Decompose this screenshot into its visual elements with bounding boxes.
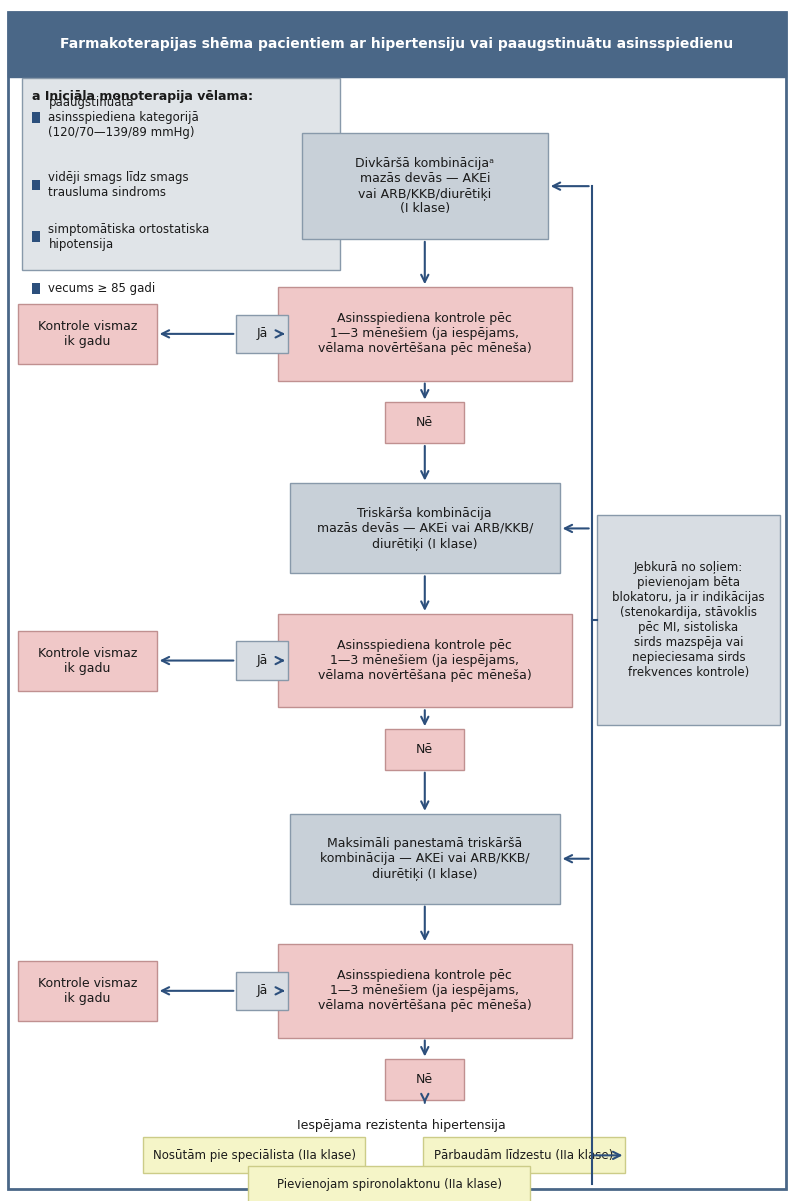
Text: Kontrole vismaz
ik gadu: Kontrole vismaz ik gadu [37,976,137,1005]
FancyBboxPatch shape [8,12,786,77]
FancyBboxPatch shape [18,631,156,691]
FancyBboxPatch shape [248,1166,530,1201]
Text: paaugstinuāta
asinsspiediena kategorijā
(120/70—139/89 mmHg): paaugstinuāta asinsspiediena kategorijā … [48,96,199,139]
FancyBboxPatch shape [18,304,156,364]
Text: Nē: Nē [416,1074,434,1086]
FancyBboxPatch shape [32,282,40,293]
Text: Kontrole vismaz
ik gadu: Kontrole vismaz ik gadu [37,646,137,675]
Text: Kontrole vismaz
ik gadu: Kontrole vismaz ik gadu [37,319,137,348]
Text: Asinsspiediena kontrole pēc
1—3 mēnešiem (ja iespējams,
vēlama novērtēšana pēc m: Asinsspiediena kontrole pēc 1—3 mēnešiem… [318,312,532,355]
Text: vidēji smags līdz smags
trausluma sindroms: vidēji smags līdz smags trausluma sindro… [48,171,189,199]
FancyBboxPatch shape [290,483,560,573]
FancyBboxPatch shape [278,287,572,381]
Text: Pārbaudām līdzestu (IIa klase): Pārbaudām līdzestu (IIa klase) [434,1149,614,1161]
Text: Iespējama rezistenta hipertensija: Iespējama rezistenta hipertensija [297,1119,505,1131]
FancyBboxPatch shape [18,961,156,1021]
FancyBboxPatch shape [385,1059,464,1100]
FancyBboxPatch shape [278,614,572,707]
FancyBboxPatch shape [385,402,464,443]
Text: Jā: Jā [256,985,268,997]
Text: Nē: Nē [416,743,434,755]
Text: Divkāršā kombinācijaᵃ
mazās devās — AKEi
vai ARB/KKB/diurētiķi
(I klase): Divkāršā kombinācijaᵃ mazās devās — AKEi… [355,157,495,215]
Text: a Iniciāla monoterapija vēlama:: a Iniciāla monoterapija vēlama: [32,90,252,103]
Text: vecums ≥ 85 gadi: vecums ≥ 85 gadi [48,282,156,294]
FancyBboxPatch shape [143,1137,365,1173]
Text: Jā: Jā [256,655,268,667]
Text: Nē: Nē [416,417,434,429]
Text: Triskārša kombinācija
mazās devās — AKEi vai ARB/KKB/
diurētiķi (I klase): Triskārša kombinācija mazās devās — AKEi… [317,507,533,550]
FancyBboxPatch shape [32,179,40,190]
FancyBboxPatch shape [22,78,340,270]
Text: Maksimāli panestamā triskāršā
kombinācija — AKEi vai ARB/KKB/
diurētiķi (I klase: Maksimāli panestamā triskāršā kombinācij… [320,837,530,880]
FancyBboxPatch shape [422,1137,626,1173]
FancyBboxPatch shape [32,112,40,123]
Text: Farmakoterapijas shēma pacientiem ar hipertensiju vai paaugstinuātu asinsspiedie: Farmakoterapijas shēma pacientiem ar hip… [60,37,734,52]
FancyBboxPatch shape [290,814,560,904]
Text: Asinsspiediena kontrole pēc
1—3 mēnešiem (ja iespējams,
vēlama novērtēšana pēc m: Asinsspiediena kontrole pēc 1—3 mēnešiem… [318,639,532,682]
FancyBboxPatch shape [32,231,40,241]
FancyBboxPatch shape [302,133,548,239]
Text: Pievienojam spironolaktonu (IIa klase): Pievienojam spironolaktonu (IIa klase) [276,1178,502,1190]
Text: Asinsspiediena kontrole pēc
1—3 mēnešiem (ja iespējams,
vēlama novērtēšana pēc m: Asinsspiediena kontrole pēc 1—3 mēnešiem… [318,969,532,1012]
FancyBboxPatch shape [237,641,287,680]
FancyBboxPatch shape [597,515,780,725]
FancyBboxPatch shape [385,729,464,770]
Text: Jā: Jā [256,328,268,340]
Text: simptomātiska ortostatiska
hipotensija: simptomātiska ortostatiska hipotensija [48,222,210,251]
Text: Jebkurā no soļiem:
pievienojam bēta
blokatoru, ja ir indikācijas
(stenokardija, : Jebkurā no soļiem: pievienojam bēta blok… [612,561,765,679]
Text: Nosūtām pie speciālista (IIa klase): Nosūtām pie speciālista (IIa klase) [152,1149,356,1161]
FancyBboxPatch shape [237,315,287,353]
FancyBboxPatch shape [237,972,287,1010]
FancyBboxPatch shape [278,944,572,1038]
